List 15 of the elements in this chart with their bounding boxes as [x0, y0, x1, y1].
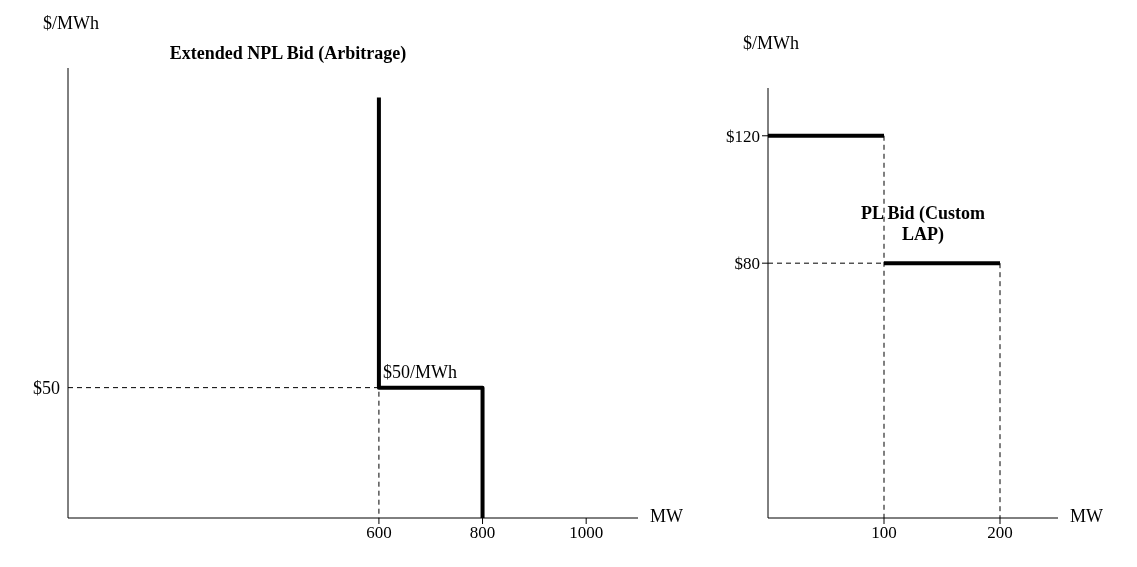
x-tick-label: 200	[987, 523, 1013, 543]
x-tick-label: 600	[366, 523, 392, 543]
x-tick-label: 100	[871, 523, 897, 543]
y-tick-label: $120	[726, 126, 760, 146]
x-axis-title: MW	[650, 506, 683, 527]
y-tick-label: $80	[734, 254, 760, 274]
y-axis-title: $/MWh	[743, 33, 799, 54]
y-axis-title: $/MWh	[43, 13, 99, 34]
chart-title: Extended NPL Bid (Arbitrage)	[168, 43, 408, 64]
x-axis-title: MW	[1070, 506, 1103, 527]
annotation: $50	[33, 377, 60, 398]
x-tick-label: 800	[469, 523, 496, 543]
text: PL Bid (Custom LAP)	[860, 203, 986, 245]
x-tick-label: 1000	[569, 523, 604, 543]
annotation: $50/MWh	[382, 361, 457, 382]
